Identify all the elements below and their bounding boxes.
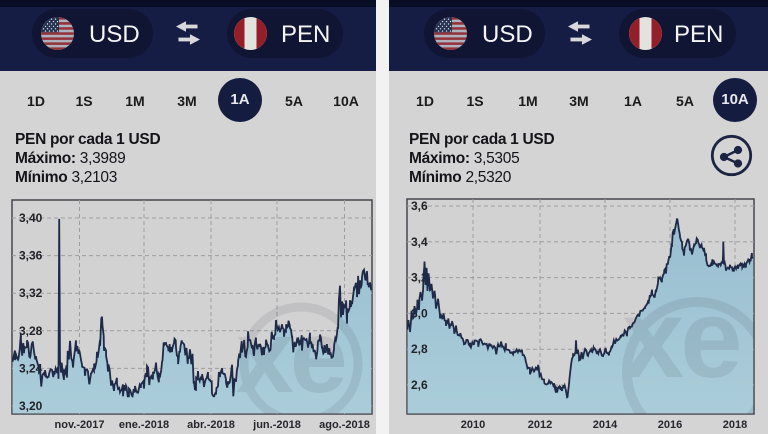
svg-text:3,20: 3,20 xyxy=(19,399,43,413)
svg-text:3,24: 3,24 xyxy=(19,361,43,375)
svg-text:2,6: 2,6 xyxy=(411,378,428,392)
svg-text:2,8: 2,8 xyxy=(411,342,428,356)
svg-text:3,36: 3,36 xyxy=(19,249,43,263)
svg-text:3,4: 3,4 xyxy=(411,235,428,249)
svg-text:xe: xe xyxy=(622,276,739,401)
svg-text:xe: xe xyxy=(236,299,345,415)
svg-text:3,6: 3,6 xyxy=(411,199,428,213)
svg-text:3,40: 3,40 xyxy=(19,211,43,225)
svg-text:3,32: 3,32 xyxy=(19,286,43,300)
svg-text:3,28: 3,28 xyxy=(19,324,43,338)
